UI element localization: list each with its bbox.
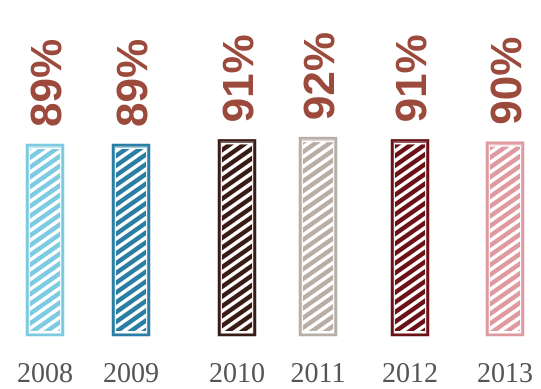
category-labels-group: 2008 2009 2010 2011 2012 2013 xyxy=(17,358,533,389)
category-label-2008: 2008 xyxy=(17,358,73,389)
category-label-2009: 2009 xyxy=(103,358,159,389)
value-label-2009: 89% xyxy=(108,39,157,127)
value-label-2011: 92% xyxy=(295,32,344,120)
bar-2009 xyxy=(111,143,151,337)
value-labels-group: 89% 89% 91% 92% 91% 90% xyxy=(22,32,531,127)
value-label-2013: 90% xyxy=(482,37,531,125)
category-label-2011: 2011 xyxy=(291,358,346,389)
bar-2012 xyxy=(390,139,430,337)
bar-2010 xyxy=(217,139,257,337)
value-label-2010: 91% xyxy=(214,34,263,122)
category-label-2012: 2012 xyxy=(382,358,438,389)
category-label-2010: 2010 xyxy=(209,358,265,389)
category-label-2013: 2013 xyxy=(477,358,533,389)
value-label-2012: 91% xyxy=(387,34,436,122)
bar-2013 xyxy=(485,141,525,337)
bar-2011 xyxy=(298,136,338,337)
bars-group xyxy=(25,136,525,337)
bar-2008 xyxy=(25,143,65,337)
value-label-2008: 89% xyxy=(22,39,71,127)
